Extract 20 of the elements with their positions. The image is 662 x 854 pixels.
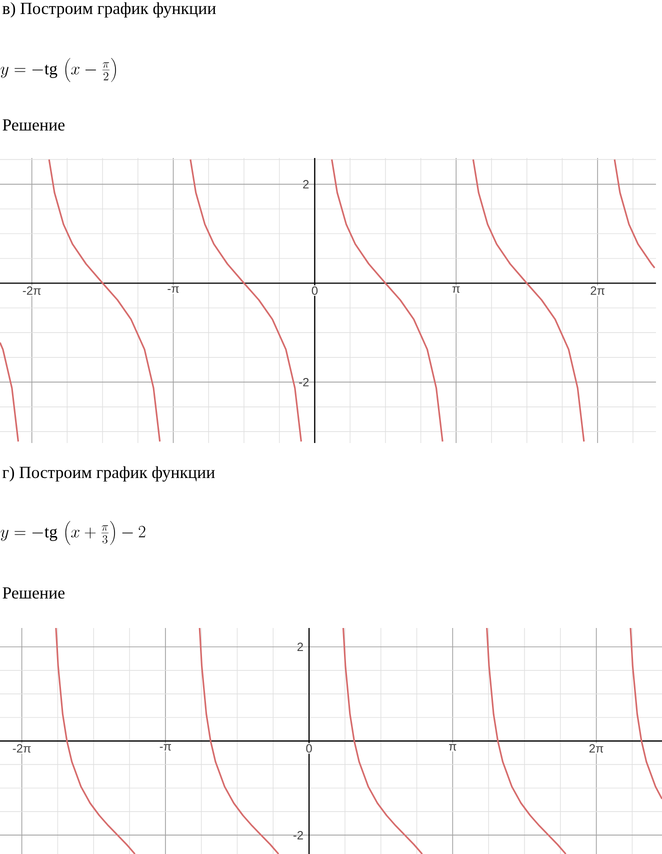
chart-subtitle: $y=-\mathrm{tg}\,\left(x-\frac{\pi}{2}\right)$ [0,58,116,82]
x-tick-label: -2π [22,286,41,295]
x-tick-label: -2π [12,744,31,753]
x-tick-label: 0 [306,744,312,753]
y-tick-label: -2 [299,378,309,386]
chart-title: г) Построим график функции [2,466,215,482]
chart-title: в) Построим график функции [2,2,216,18]
y-tick-label: -2 [293,830,303,840]
text: Решение [2,119,65,131]
x-tick-label: π [449,744,456,751]
y-tick-label: 2 [297,642,303,651]
x-tick-label: 2π [589,744,604,753]
x-tick-label: π [452,286,460,293]
x-tick-label: 0 [312,286,318,295]
chart-subtitle: $y=-\mathrm{tg}\,\left(x+\frac{\pi}{3}\right)-2$ [0,521,146,545]
x-tick-label: 2π [590,286,605,295]
y-tick-label: 2 [303,180,309,188]
text: Решение [2,587,65,599]
x-tick-label: -π [160,744,172,751]
x-tick-label: -π [168,286,179,293]
